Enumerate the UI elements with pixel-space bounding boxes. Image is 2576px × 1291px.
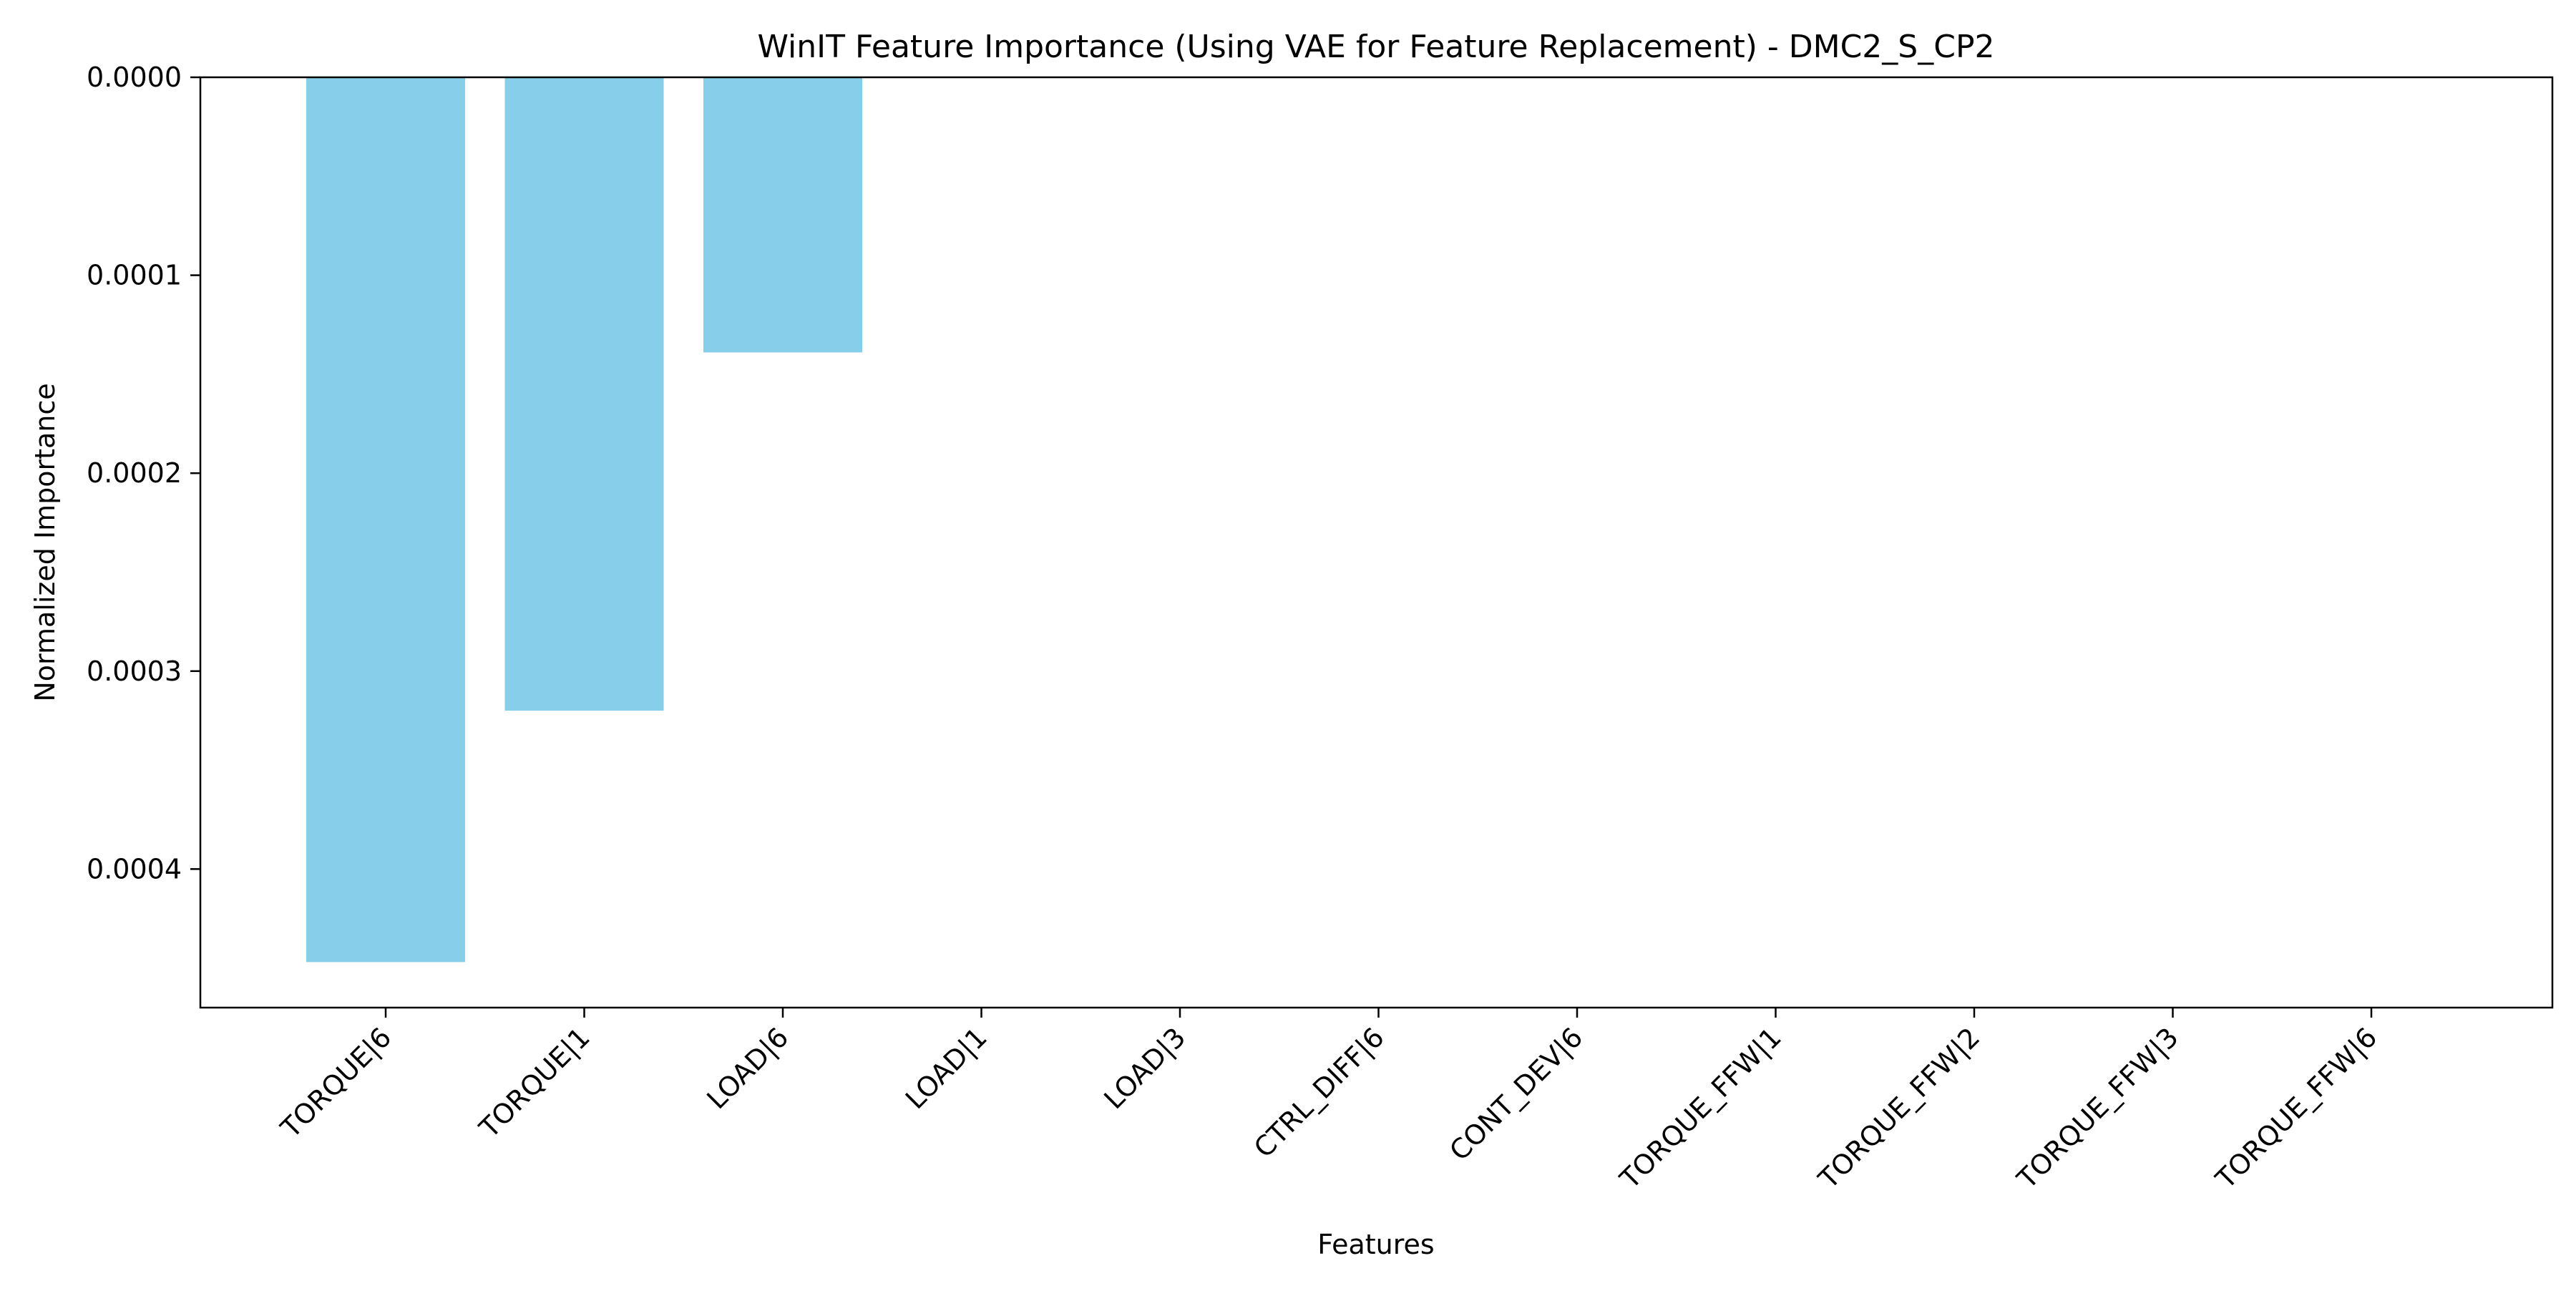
bars-layer (306, 77, 862, 963)
y-tick-label: 0.0004 (87, 853, 182, 885)
chart-title: WinIT Feature Importance (Using VAE for … (758, 29, 1995, 65)
x-axis-label: Features (1317, 1229, 1434, 1260)
y-tick-label: 0.0001 (87, 260, 182, 291)
bar-2 (504, 77, 664, 711)
y-axis-label: Normalized Importance (29, 383, 61, 701)
bar-1 (306, 77, 465, 963)
y-tick-label: 0.0000 (87, 62, 182, 93)
plot-frame (199, 76, 2554, 1009)
y-tick-label: 0.0003 (87, 656, 182, 687)
bar-3 (703, 77, 862, 353)
y-tick-label: 0.0002 (87, 457, 182, 489)
